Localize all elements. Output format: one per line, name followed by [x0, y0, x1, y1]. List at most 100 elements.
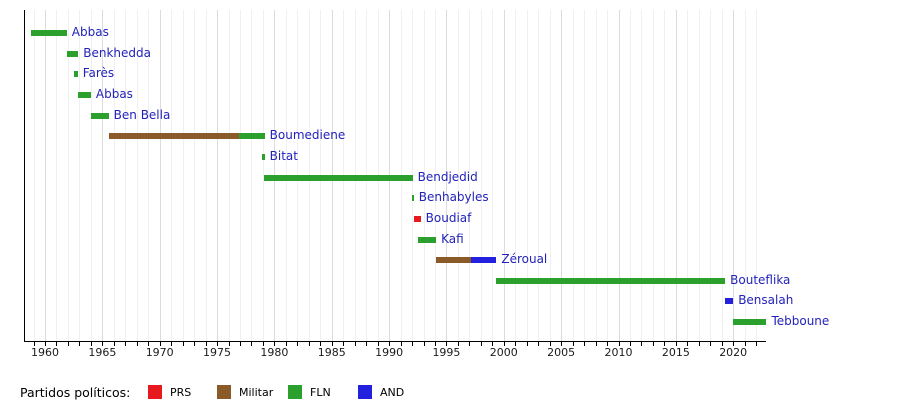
- bar-segment-fln: [262, 153, 265, 160]
- bar-segment-fln: [496, 277, 726, 284]
- bar-label-boudiaf[interactable]: Boudiaf: [425, 210, 472, 225]
- bar-label-bouteflika[interactable]: Bouteflika: [730, 272, 791, 287]
- legend-title: Partidos políticos:: [20, 385, 131, 400]
- bar-label-kafi[interactable]: Kafi: [441, 231, 464, 246]
- gridline-minor: [148, 10, 150, 341]
- gridline-minor: [698, 10, 700, 341]
- gridline-minor: [262, 10, 264, 341]
- tick-label-2015: 2015: [661, 346, 690, 359]
- gridline-minor: [664, 10, 666, 341]
- axis-tick: [56, 342, 58, 346]
- axis-tick: [194, 342, 196, 346]
- gridline-minor: [125, 10, 127, 341]
- bar-segment-and: [724, 298, 734, 305]
- gridline-minor: [90, 10, 92, 341]
- bar-label-bendjedid[interactable]: Bendjedid: [417, 169, 478, 184]
- tick-label-1980: 1980: [260, 346, 289, 359]
- gridline-minor: [756, 10, 758, 341]
- bar-segment-fln: [732, 319, 767, 326]
- tick-label-1990: 1990: [375, 346, 404, 359]
- axis-tick: [331, 342, 333, 346]
- axis-tick: [607, 342, 609, 346]
- bar-label-ben-bella[interactable]: Ben Bella: [113, 107, 171, 122]
- bar-label-abbas[interactable]: Abbas: [71, 25, 109, 39]
- bar-label-tebboune[interactable]: Tebboune: [771, 314, 830, 329]
- gridline-minor: [538, 10, 540, 341]
- gridline-minor: [79, 10, 81, 341]
- axis-tick: [434, 342, 436, 346]
- axis-tick: [457, 342, 459, 346]
- axis-tick: [297, 342, 299, 346]
- bar-label-zéroual[interactable]: Zéroual: [501, 252, 548, 267]
- gridline-minor: [228, 10, 230, 341]
- gridline-minor: [744, 10, 746, 341]
- gridline-minor: [457, 10, 459, 341]
- tick-label-2005: 2005: [547, 346, 576, 359]
- bar-segment-fln: [78, 91, 91, 98]
- gridline-minor: [710, 10, 712, 341]
- axis-tick: [687, 342, 689, 346]
- gridline-minor: [205, 10, 207, 341]
- bar-label-farès[interactable]: Farès: [82, 66, 115, 81]
- gridline-minor: [67, 10, 69, 341]
- axis-tick: [675, 342, 677, 346]
- axis-tick: [710, 342, 712, 346]
- bar-segment-militar: [436, 257, 472, 264]
- axis-tick: [343, 342, 345, 346]
- gridline-minor: [607, 10, 609, 341]
- axis-tick: [366, 342, 368, 346]
- axis-tick: [756, 342, 758, 346]
- gridline-minor: [526, 10, 528, 341]
- gridline-major: [561, 10, 563, 341]
- axis-tick: [45, 342, 46, 346]
- axis-tick: [148, 342, 150, 346]
- gridline-minor: [182, 10, 184, 341]
- bar-label-benkhedda[interactable]: Benkhedda: [83, 45, 151, 60]
- bar-segment-fln: [74, 71, 78, 78]
- y-axis: [24, 10, 25, 341]
- axis-tick: [171, 342, 173, 346]
- tick-label-1960: 1960: [31, 346, 59, 359]
- gridline-minor: [492, 10, 494, 341]
- bar-label-bensalah[interactable]: Bensalah: [738, 293, 794, 308]
- gridline-minor: [33, 10, 35, 341]
- gridline-minor: [687, 10, 689, 341]
- axis-tick: [308, 342, 310, 346]
- axis-tick: [159, 342, 161, 346]
- tick-label-1985: 1985: [317, 346, 346, 359]
- axis-tick: [618, 342, 620, 346]
- axis-tick: [515, 342, 517, 346]
- bar-segment-and: [471, 257, 497, 264]
- bar-label-benhabyles[interactable]: Benhabyles: [418, 190, 489, 205]
- axis-tick: [641, 342, 643, 346]
- gridline-minor: [56, 10, 58, 341]
- axis-tick: [744, 342, 746, 346]
- axis-tick: [733, 342, 735, 346]
- bar-segment-fln: [239, 133, 265, 140]
- axis-tick: [389, 342, 391, 346]
- gridline-major: [102, 10, 104, 341]
- legend-label-and: AND: [380, 386, 405, 399]
- bar-label-abbas[interactable]: Abbas: [95, 86, 133, 101]
- gridline-major: [733, 10, 735, 341]
- axis-tick: [354, 342, 356, 346]
- bar-label-boumediene[interactable]: Boumediene: [269, 128, 346, 143]
- legend-swatch-militar: [217, 385, 231, 399]
- bar-label-bitat[interactable]: Bitat: [269, 148, 298, 163]
- bar-segment-fln: [66, 50, 79, 57]
- axis-tick: [492, 342, 494, 346]
- axis-tick: [503, 342, 505, 346]
- bar-segment-fln: [30, 30, 67, 36]
- axis-tick: [480, 342, 482, 346]
- legend-swatch-prs: [148, 385, 162, 399]
- axis-tick: [412, 342, 414, 346]
- axis-tick: [526, 342, 528, 346]
- tick-label-1965: 1965: [88, 346, 117, 359]
- axis-tick: [595, 342, 597, 346]
- axis-tick: [538, 342, 540, 346]
- axis-tick: [377, 342, 379, 346]
- axis-tick: [251, 342, 253, 346]
- axis-tick: [446, 342, 448, 346]
- axis-tick: [652, 342, 654, 346]
- axis-tick: [698, 342, 700, 346]
